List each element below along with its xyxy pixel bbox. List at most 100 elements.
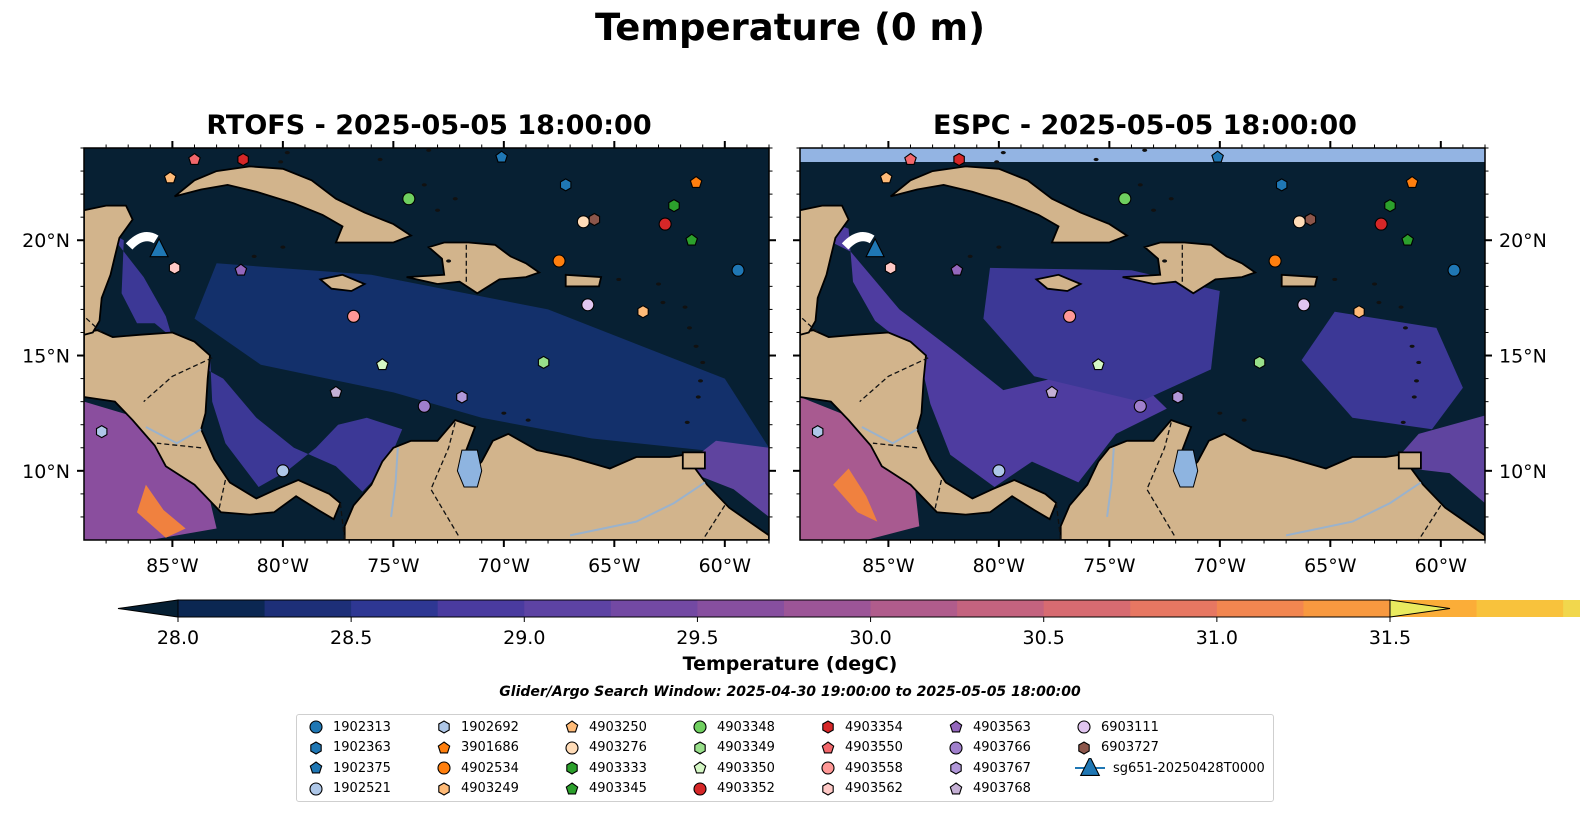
float-marker-4903550 <box>188 152 201 165</box>
float-marker-4903354 <box>953 152 965 167</box>
legend-item-1902375: 1902375 <box>307 758 391 778</box>
float-marker-4903766 <box>1133 399 1147 413</box>
trinidad <box>1397 451 1422 470</box>
colorbar-segment <box>437 600 525 617</box>
puerto-rico <box>1280 273 1319 288</box>
circle-icon <box>949 740 963 755</box>
temperature-contour <box>1390 415 1485 504</box>
lat-tick-label: 10°N <box>22 461 70 483</box>
colorbar-tick-label: 30.5 <box>1023 627 1065 649</box>
lon-tick-label: 75°W <box>367 555 420 577</box>
legend-item-6903727: 6903727 <box>1075 738 1159 758</box>
country-border <box>702 505 726 540</box>
lon-tick-label: 65°W <box>588 555 641 577</box>
country-border <box>143 357 213 403</box>
lon-tick-label: 70°W <box>1194 555 1247 577</box>
hexagon-icon <box>822 720 834 734</box>
trinidad <box>681 451 706 470</box>
hexagon-marker-icon <box>950 761 962 775</box>
small-island <box>501 411 507 415</box>
float-marker-sg651-20250428T0000 <box>865 237 885 258</box>
float-marker-4902534 <box>552 254 566 268</box>
small-island <box>1137 183 1143 187</box>
circle-marker-icon <box>437 761 451 775</box>
pentagon-marker-icon <box>309 761 323 774</box>
legend-label: 4903766 <box>973 740 1031 755</box>
hexagon-icon <box>694 740 706 755</box>
hexagon-marker-icon <box>566 761 578 775</box>
hexagon-marker-icon <box>310 740 322 755</box>
small-island <box>695 395 701 399</box>
cuba <box>174 165 413 244</box>
circle-icon <box>821 761 835 775</box>
legend-label: 4903250 <box>589 719 647 735</box>
small-island <box>1402 326 1408 330</box>
float-marker-4903354 <box>237 152 249 167</box>
espc-map-panel: 85°W 80°W 75°W 70°W 65°W 60°W 20°N 15°N 10°N <box>793 141 1547 577</box>
glider-track <box>841 232 875 250</box>
circle-marker-icon <box>693 781 707 796</box>
float-marker-1902375 <box>1211 150 1224 163</box>
small-island <box>684 420 690 424</box>
temperature-contour <box>194 263 769 451</box>
temperature-contour <box>800 210 1167 488</box>
colorbar-segment <box>1216 600 1304 617</box>
float-marker-1902692 <box>95 424 108 439</box>
pentagon-icon <box>565 781 579 794</box>
pentagon-icon <box>693 761 707 774</box>
float-marker-3901686 <box>689 175 703 188</box>
legend-label: 6903111 <box>1101 719 1159 735</box>
small-island <box>660 300 666 305</box>
small-island <box>1400 420 1406 424</box>
map-frame <box>799 147 1486 541</box>
float-marker-4903349 <box>537 355 550 370</box>
small-island <box>1409 344 1415 348</box>
country-border <box>800 315 819 333</box>
float-marker-4903249 <box>1353 305 1365 319</box>
temperature-contour <box>833 468 878 522</box>
legend-item-4903276: 4903276 <box>563 738 647 758</box>
colorbar-frame <box>177 599 1391 618</box>
river <box>390 447 399 518</box>
legend-item-4902534: 4902534 <box>435 758 519 778</box>
legend-label: 4903558 <box>845 760 903 776</box>
float-marker-4903768 <box>329 385 343 398</box>
river <box>569 481 706 537</box>
small-island <box>1142 148 1148 152</box>
float-marker-4903563 <box>950 263 964 276</box>
hexagon-icon <box>1078 740 1090 755</box>
lon-tick-label: 75°W <box>1083 555 1136 577</box>
legend-item-1902692: 1902692 <box>435 717 519 737</box>
pentagon-marker-icon <box>949 781 963 794</box>
hexagon-icon <box>310 740 322 755</box>
country-border <box>84 315 103 333</box>
legend-item-4903349: 4903349 <box>691 738 775 758</box>
float-marker-4903345 <box>685 233 699 246</box>
small-island <box>1332 277 1338 282</box>
lat-tick-label: 20°N <box>22 230 70 252</box>
legend-item-4903550: 4903550 <box>819 738 903 758</box>
rtofs-panel-title: RTOFS - 2025-05-05 18:00:00 <box>206 110 652 141</box>
map-frame <box>83 147 770 541</box>
pentagon-icon <box>949 720 963 733</box>
float-marker-1902313 <box>1447 263 1461 277</box>
colorbar-segment <box>264 600 352 617</box>
legend-label: 4903563 <box>973 719 1031 735</box>
hispaniola <box>1122 241 1258 295</box>
lat-tick-label: 15°N <box>1499 346 1547 368</box>
country-border <box>218 479 227 511</box>
legend-label: 1902375 <box>333 760 391 776</box>
legend-item-4903767: 4903767 <box>947 758 1031 778</box>
temperature-contour <box>983 267 1220 402</box>
legend-label: 4903350 <box>717 760 775 776</box>
legend-label: 4903348 <box>717 719 775 735</box>
hexagon-icon <box>438 720 450 734</box>
colorbar-tick-label: 31.0 <box>1196 627 1238 649</box>
small-island <box>1416 360 1422 365</box>
colorbar-segment <box>524 600 612 617</box>
float-marker-6903727 <box>1304 212 1317 227</box>
colorbar-tick-label: 29.0 <box>503 627 545 649</box>
legend-label: 1902363 <box>333 740 391 755</box>
float-marker-1902313 <box>731 263 745 277</box>
